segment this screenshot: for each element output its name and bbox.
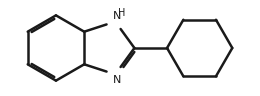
Text: N: N [113, 75, 121, 85]
Text: H: H [118, 8, 125, 18]
Text: N: N [113, 11, 121, 21]
